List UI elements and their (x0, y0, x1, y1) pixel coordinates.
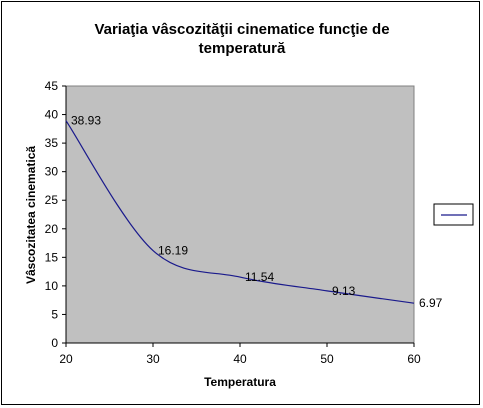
x-axis-title: Temperatura (204, 375, 276, 389)
y-tick-label-5: 25 (45, 193, 59, 207)
y-tick-label-0: 0 (51, 336, 58, 350)
chart-title-line-1: Variaţia vâscozităţii cinematice funcţie… (94, 21, 389, 38)
data-label-0: 38.93 (71, 114, 101, 128)
y-tick-label-2: 10 (45, 279, 59, 293)
y-ticks: 0 5 10 15 20 25 30 35 40 45 (45, 79, 66, 350)
y-tick-label-3: 15 (45, 250, 59, 264)
x-tick-label-0: 20 (59, 352, 73, 366)
y-tick-label-8: 40 (45, 108, 59, 122)
plot-area (65, 85, 415, 344)
data-label-4: 6.97 (419, 296, 443, 310)
legend (433, 203, 474, 226)
series-line-0 (65, 120, 415, 304)
y-tick-label-9: 45 (45, 79, 59, 93)
data-labels: 38.93 16.19 11.54 9.13 6.97 (71, 114, 443, 311)
y-axis-title: Vâscozitatea cinematică (24, 146, 38, 284)
x-tick-label-3: 50 (320, 352, 334, 366)
x-ticks: 20 30 40 50 60 (59, 343, 421, 366)
data-label-1: 16.19 (158, 244, 188, 258)
data-label-2: 11.54 (245, 270, 274, 284)
y-tick-label-7: 35 (45, 136, 59, 150)
y-tick-label-6: 30 (45, 165, 59, 179)
y-tick-label-4: 20 (45, 222, 59, 236)
x-tick-label-4: 60 (407, 352, 421, 366)
series-group (65, 120, 415, 304)
x-tick-label-1: 30 (146, 352, 160, 366)
data-label-3: 9.13 (332, 284, 356, 298)
x-tick-label-2: 40 (233, 352, 247, 366)
y-tick-label-1: 5 (51, 307, 58, 321)
chart-title-line-2: temperatură (199, 40, 286, 57)
